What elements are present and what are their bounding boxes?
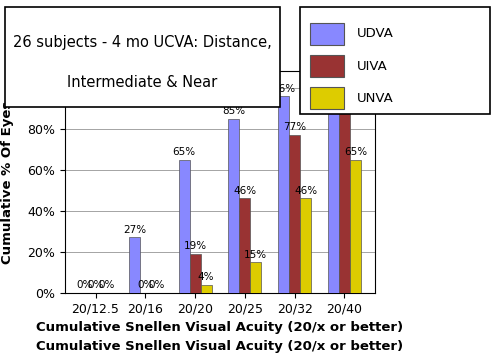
FancyBboxPatch shape <box>310 55 344 77</box>
Text: 77%: 77% <box>283 122 306 132</box>
Y-axis label: Cumulative % Of Eyes: Cumulative % Of Eyes <box>1 100 14 264</box>
Bar <box>228 119 239 293</box>
Text: 15%: 15% <box>244 250 268 260</box>
Text: 26 subjects - 4 mo UCVA: Distance,: 26 subjects - 4 mo UCVA: Distance, <box>13 35 272 50</box>
Bar <box>278 96 289 293</box>
Text: 100%: 100% <box>319 75 348 85</box>
Text: 65%: 65% <box>344 147 367 157</box>
Text: Cumulative Snellen Visual Acuity (20/x or better): Cumulative Snellen Visual Acuity (20/x o… <box>36 341 404 353</box>
Text: 85%: 85% <box>222 106 246 116</box>
Bar <box>328 88 339 293</box>
Text: UIVA: UIVA <box>357 60 388 72</box>
Bar <box>190 254 200 293</box>
Text: 19%: 19% <box>184 241 206 251</box>
Bar <box>178 160 190 293</box>
Bar <box>240 198 250 293</box>
X-axis label: Cumulative Snellen Visual Acuity (20/x or better): Cumulative Snellen Visual Acuity (20/x o… <box>36 321 404 334</box>
Text: 46%: 46% <box>294 186 317 196</box>
Text: UDVA: UDVA <box>357 27 394 40</box>
Text: 4%: 4% <box>198 272 214 282</box>
Text: 0%: 0% <box>98 280 114 290</box>
Bar <box>350 160 361 293</box>
FancyBboxPatch shape <box>310 87 344 109</box>
Text: 27%: 27% <box>123 225 146 235</box>
Text: 0%: 0% <box>148 280 164 290</box>
Bar <box>339 112 350 293</box>
Text: 0%: 0% <box>88 280 104 290</box>
Text: 96%: 96% <box>272 84 295 94</box>
Bar <box>200 285 211 293</box>
Text: UNVA: UNVA <box>357 92 394 105</box>
FancyBboxPatch shape <box>5 7 280 107</box>
Text: 0%: 0% <box>76 280 93 290</box>
Text: 0%: 0% <box>137 280 154 290</box>
FancyBboxPatch shape <box>310 23 344 45</box>
Text: Intermediate & Near: Intermediate & Near <box>68 75 218 90</box>
Text: 46%: 46% <box>234 186 256 196</box>
Bar <box>300 198 311 293</box>
Bar <box>250 262 262 293</box>
Bar <box>289 135 300 293</box>
Bar <box>129 237 140 293</box>
FancyBboxPatch shape <box>300 7 490 114</box>
Text: 65%: 65% <box>172 147 196 157</box>
Text: 88%: 88% <box>333 100 356 110</box>
